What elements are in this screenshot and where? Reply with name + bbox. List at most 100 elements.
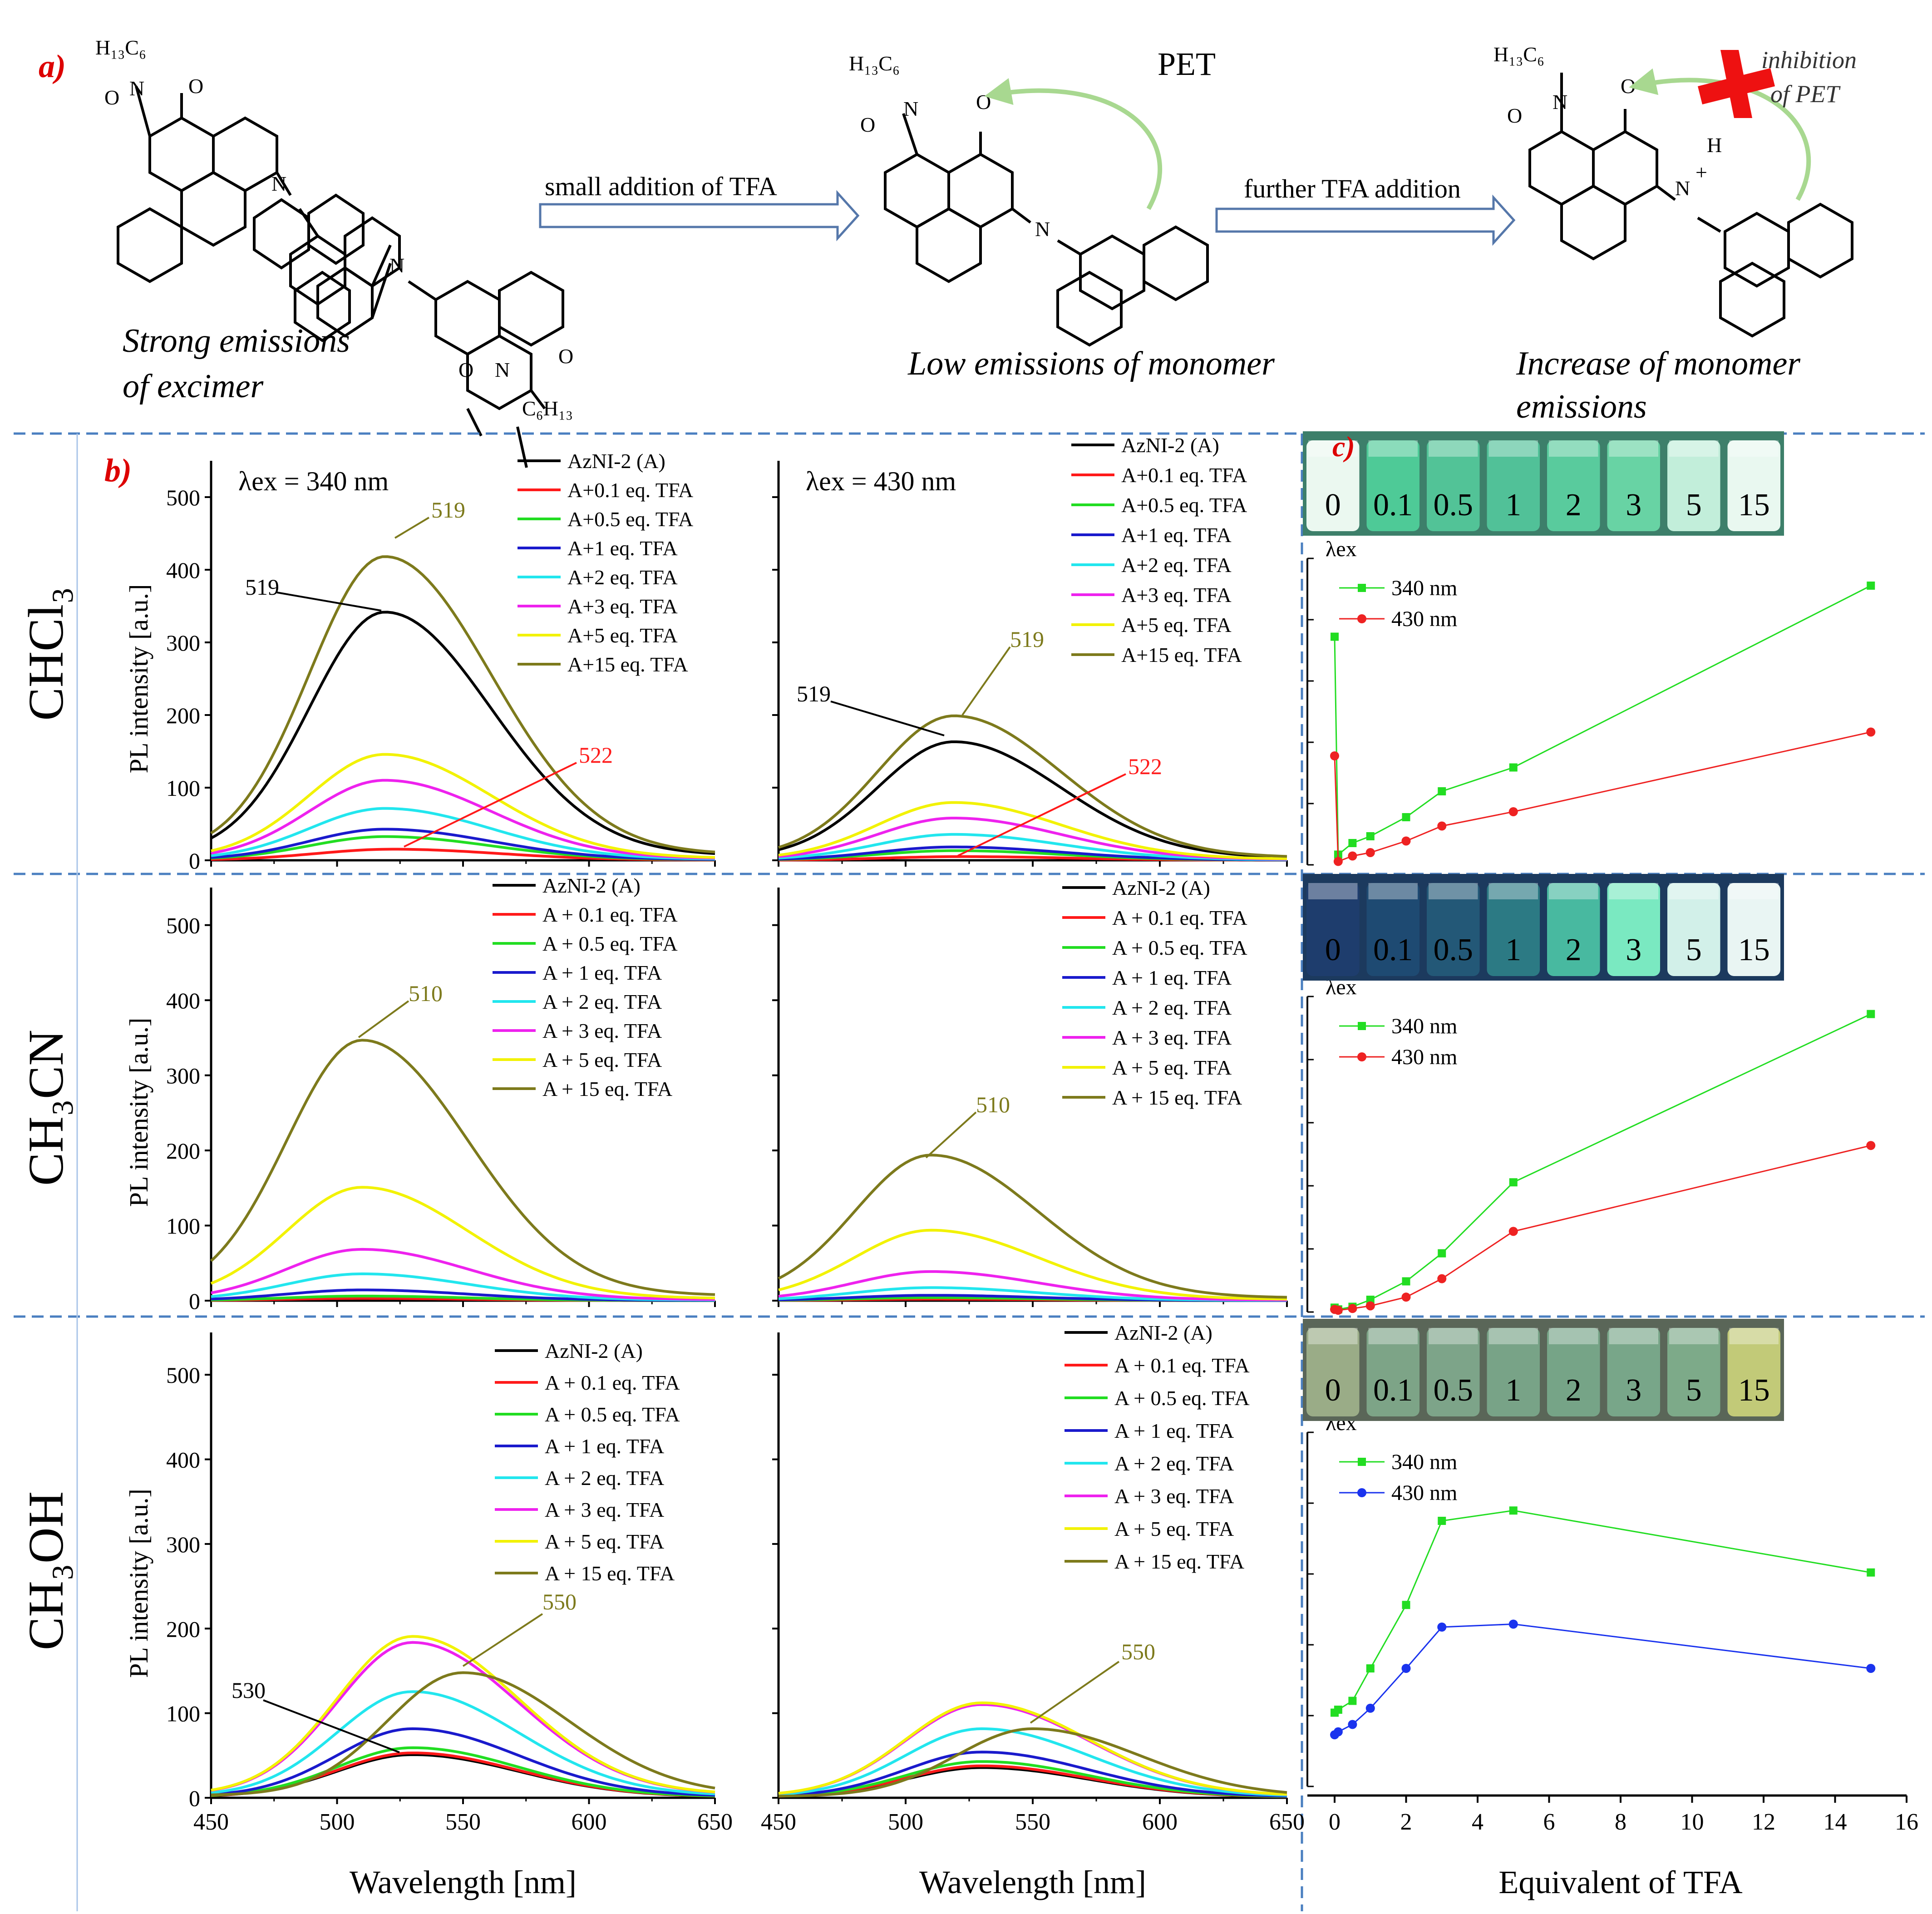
atom-label-h13c6: H₁₃C₆: [1493, 43, 1544, 66]
vial: [1306, 1328, 1360, 1416]
legend-label: AzNI-2 (A): [542, 874, 641, 897]
spectrum-panel: AzNI-2 (A) A + 0.1 eq. TFA A + 0.5 eq. TFA…: [772, 876, 1288, 1307]
vial-cap: [1429, 1328, 1478, 1344]
data-point-circle: [1437, 821, 1447, 831]
data-point-circle: [1333, 1306, 1343, 1315]
series-line: [1334, 1509, 1871, 1713]
legend-label: AzNI-2 (A): [567, 449, 665, 473]
legend-label: A + 1 eq. TFA: [1114, 1419, 1234, 1442]
atom-label-h13c6: H₁₃C₆: [849, 52, 900, 75]
legend-label: 430 nm: [1391, 1045, 1457, 1069]
vial: [1607, 1328, 1660, 1416]
y-tick-label: 400: [166, 1447, 200, 1473]
vial: [1427, 1328, 1480, 1416]
pet-curved-arrow: [984, 78, 1163, 210]
atom-label-o: O: [104, 86, 119, 109]
peak-annotation-label: 522: [579, 742, 613, 768]
vial: [1366, 1328, 1419, 1416]
vial: [1487, 883, 1540, 976]
spectrum-line: [778, 1727, 1287, 1797]
molecule-monomer-atoms: H₁₃C₆ N O O N: [849, 52, 1050, 241]
x-tick-label: 10: [1681, 1809, 1704, 1835]
peak-annotation-label: 519: [797, 681, 831, 706]
legend: AzNI-2 (A) A + 0.1 eq. TFA A + 0.5 eq. TFA…: [1065, 1321, 1250, 1573]
vial-cap: [1308, 1328, 1358, 1344]
legend-label: AzNI-2 (A): [1114, 1321, 1212, 1344]
legend-label: A+15 eq. TFA: [1121, 643, 1242, 666]
data-point-circle: [1508, 807, 1518, 816]
vial: [1667, 440, 1720, 531]
spectrum-line: [211, 1635, 715, 1794]
x-tick-label: 16: [1895, 1809, 1918, 1835]
vial-cap: [1549, 883, 1598, 899]
y-tick-label: 500: [166, 913, 200, 938]
vial-label: 5: [1686, 1373, 1702, 1408]
spectrum-panel: 0 100 200 300 400 500 PL intensity [a.u.] AzNI-…: [124, 874, 716, 1314]
vial-label: 15: [1738, 488, 1770, 523]
legend-label: A + 2 eq. TFA: [1114, 1452, 1234, 1475]
legend: AzNI-2 (A) A + 0.1 eq. TFA A + 0.5 eq. TFA…: [495, 1339, 680, 1585]
vial: [1607, 883, 1660, 976]
legend-label: A+1 eq. TFA: [567, 537, 678, 560]
caption-increase-line1: Increase of monomer: [1516, 345, 1801, 382]
arrow2-label: further TFA addition: [1244, 174, 1461, 203]
y-tick-label: 400: [166, 988, 200, 1013]
x-tick-label: 8: [1615, 1809, 1626, 1835]
legend-label: A + 15 eq. TFA: [545, 1562, 675, 1585]
legend-label: A + 2 eq. TFA: [1112, 996, 1232, 1019]
vial-cap: [1669, 1328, 1719, 1344]
spectrum-line: [211, 1727, 715, 1797]
vial-cap: [1429, 440, 1478, 457]
peak-annotation-label: 550: [1121, 1639, 1155, 1664]
data-point-circle: [1401, 1664, 1411, 1673]
vial-cap: [1729, 440, 1779, 457]
vial-label: 5: [1686, 488, 1702, 523]
spectrum-line: [778, 801, 1287, 860]
molecule-monomer-structure: [884, 113, 1209, 347]
data-point-circle: [1348, 1720, 1357, 1729]
x-tick-label: 4: [1472, 1809, 1484, 1835]
vial: [1427, 440, 1480, 531]
peak-annotation-label: 519: [1010, 626, 1044, 652]
spectrum-line: [211, 807, 715, 860]
peak-annotation-line: [925, 1111, 977, 1159]
legend-label: A + 15 eq. TFA: [1114, 1550, 1244, 1573]
panel-b-label: b): [104, 452, 132, 488]
peak-annotation-line: [263, 1699, 400, 1753]
spectrum-line: [211, 828, 715, 861]
atom-label-n: N: [271, 172, 286, 195]
data-point-square: [1438, 1249, 1446, 1258]
spectrum-line: [210, 611, 715, 855]
vial: [1547, 883, 1600, 976]
data-point-circle: [1508, 1227, 1518, 1236]
vial-label: 0.5: [1434, 1373, 1474, 1408]
atom-label-plus: +: [1695, 161, 1707, 184]
y-tick-label: 300: [166, 1063, 200, 1089]
vial-photo-ch3cn: 0 0.1 0.5 1 2 3 5 15: [1303, 874, 1784, 981]
peak-annotation-line: [1030, 1661, 1120, 1724]
atom-label-o: O: [558, 345, 573, 368]
legend-label: A + 0.1 eq. TFA: [1112, 906, 1247, 929]
legend-label: A + 15 eq. TFA: [542, 1077, 672, 1100]
legend-label: AzNI-2 (A): [1121, 434, 1219, 457]
vial-label: 1: [1505, 932, 1521, 967]
y-axis-label: PL intensity [a.u.]: [124, 1018, 153, 1207]
data-point-circle: [1333, 857, 1343, 866]
vial-label: 0.5: [1434, 932, 1474, 967]
x-tick-label: 2: [1400, 1809, 1412, 1835]
data-point-square: [1348, 1697, 1357, 1705]
legend-label: A+0.5 eq. TFA: [1121, 493, 1247, 517]
pet-label: PET: [1158, 46, 1216, 82]
excitation-label: λex = 340 nm: [238, 466, 389, 496]
data-point-circle: [1348, 1304, 1357, 1313]
y-tick-label: 0: [189, 1288, 200, 1314]
vial-label: 1: [1505, 1373, 1521, 1408]
spectrum-line: [778, 1751, 1287, 1798]
atom-label-h13c6: H₁₃C₆: [95, 36, 146, 59]
vial: [1667, 883, 1720, 976]
legend-label: A+0.1 eq. TFA: [567, 478, 693, 502]
spectrum-line: [778, 1270, 1287, 1302]
y-tick-label: 0: [189, 1786, 200, 1811]
vial-cap: [1609, 1328, 1658, 1344]
